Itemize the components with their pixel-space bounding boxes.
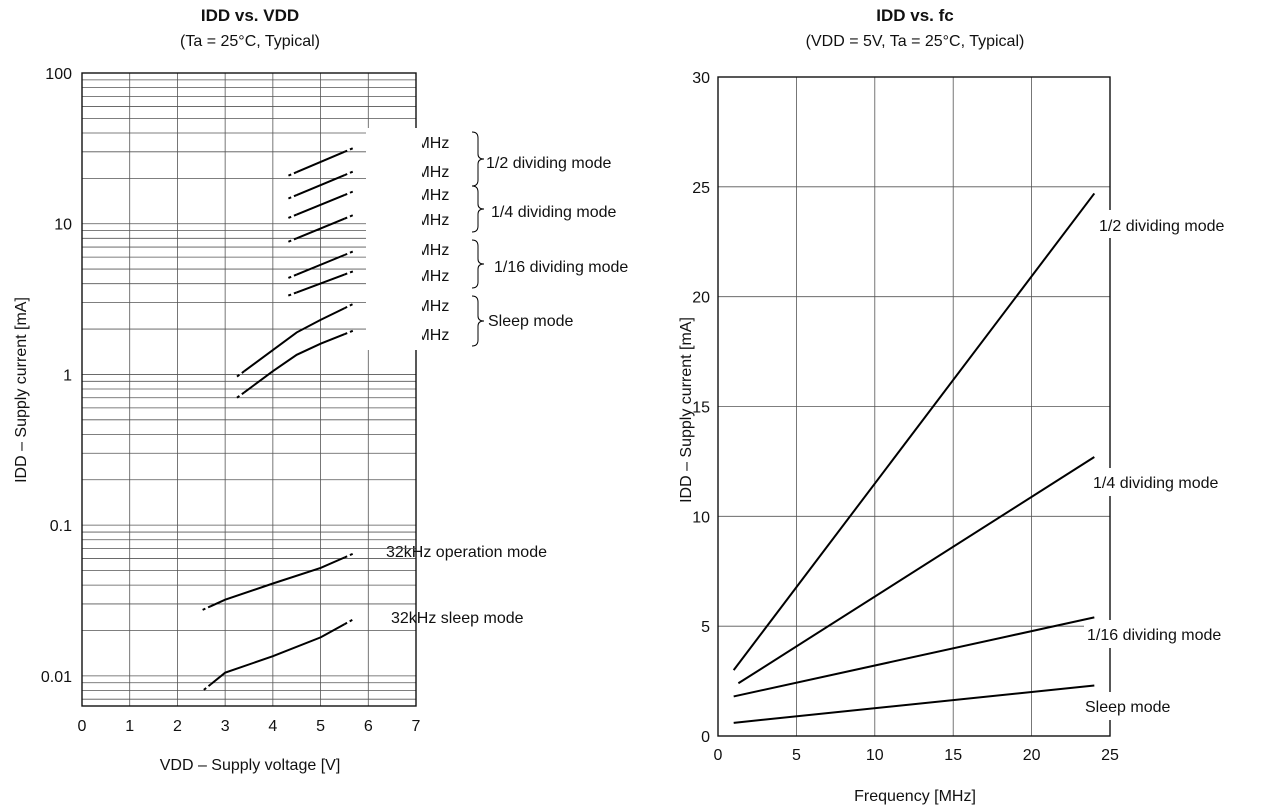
left-y-tick-label: 0.01 xyxy=(41,669,72,686)
left-series-extension xyxy=(235,370,245,378)
right-series-line xyxy=(733,616,1095,698)
right-chart-title: IDD vs. fc xyxy=(876,6,953,25)
right-x-tick-label: 25 xyxy=(1101,747,1119,764)
left-series-line xyxy=(296,174,345,196)
left-series-extension xyxy=(344,190,355,196)
left-x-tick-label: 1 xyxy=(125,718,134,735)
right-y-tick-label: 25 xyxy=(692,180,710,197)
right-label-band xyxy=(1090,468,1260,496)
right-series-line xyxy=(737,456,1095,685)
left-series-extension xyxy=(235,391,245,400)
right-y-axis-label: IDD – Supply current [mA] xyxy=(678,317,695,503)
left-series-line xyxy=(296,273,345,294)
right-x-tick-label: 0 xyxy=(714,747,723,764)
left-series-extension xyxy=(287,194,298,200)
left-series-line xyxy=(210,623,345,686)
left-x-tick-label: 6 xyxy=(364,718,373,735)
left-series-extension xyxy=(344,329,355,336)
right-series-line xyxy=(733,684,1095,724)
left-chart-subtitle: (Ta = 25°C, Typical) xyxy=(180,33,320,50)
left-y-tick-label: 1 xyxy=(63,367,72,384)
ann-quarter-mode: 1/4 dividing mode xyxy=(491,204,617,221)
right-y-tick-label: 5 xyxy=(701,619,710,636)
right-series-label: 1/4 dividing mode xyxy=(1093,475,1219,492)
right-label-band xyxy=(1096,210,1261,238)
left-series-line xyxy=(296,254,345,276)
ann-sleep-mode: Sleep mode xyxy=(488,313,573,330)
right-chart-subtitle: (VDD = 5V, Ta = 25°C, Typical) xyxy=(806,33,1025,50)
left-x-tick-label: 7 xyxy=(412,718,421,735)
right-plot-frame xyxy=(717,76,1111,737)
brace-quarter-dividing xyxy=(471,185,485,233)
left-x-axis-label: VDD – Supply voltage [V] xyxy=(160,757,341,774)
left-y-tick-label: 100 xyxy=(45,66,72,83)
left-series-extension xyxy=(202,683,212,692)
left-y-axis-label: IDD – Supply current [mA] xyxy=(13,297,30,483)
left-series-extension xyxy=(286,291,298,297)
left-label-band xyxy=(366,128,422,350)
left-y-tick-label: 0.1 xyxy=(50,518,72,535)
right-x-axis-label: Frequency [MHz] xyxy=(854,788,976,805)
right-series-label: 1/16 dividing mode xyxy=(1087,627,1221,644)
right-x-tick-label: 5 xyxy=(792,747,801,764)
right-label-band xyxy=(1084,620,1260,648)
right-x-tick-label: 20 xyxy=(1023,747,1041,764)
right-x-tick-label: 15 xyxy=(944,747,962,764)
brace-sixteenth-dividing xyxy=(471,239,485,289)
left-series-line xyxy=(243,307,345,373)
brace-sleep-mode xyxy=(471,295,485,347)
left-y-tick-label: 10 xyxy=(54,217,72,234)
right-x-tick-label: 10 xyxy=(866,747,884,764)
right-y-tick-label: 20 xyxy=(692,290,710,307)
left-series-extension xyxy=(344,213,355,220)
left-x-tick-label: 3 xyxy=(221,718,230,735)
left-series-line xyxy=(296,217,345,240)
left-x-tick-label: 4 xyxy=(268,718,277,735)
right-y-tick-label: 10 xyxy=(692,509,710,526)
left-series-extension xyxy=(287,237,298,244)
left-series-extension xyxy=(287,273,298,280)
right-y-tick-label: 15 xyxy=(692,400,710,417)
left-x-tick-label: 2 xyxy=(173,718,182,735)
left-series-extension xyxy=(287,171,298,177)
right-label-band xyxy=(1082,692,1194,720)
left-plot-frame xyxy=(81,72,417,707)
left-chart-title: IDD vs. VDD xyxy=(201,6,299,25)
left-series-extension xyxy=(344,146,355,153)
left-series-line xyxy=(296,194,345,216)
left-x-tick-label: 0 xyxy=(78,718,87,735)
left-series-extension xyxy=(287,213,298,220)
ann-half-mode: 1/2 dividing mode xyxy=(486,155,612,172)
left-series-extension xyxy=(344,552,354,559)
left-series-extension xyxy=(201,605,212,612)
left-series-line xyxy=(210,556,345,608)
left-series-extension xyxy=(344,250,355,256)
right-y-tick-label: 0 xyxy=(701,729,710,746)
ann-32khz-operation: 32kHz operation mode xyxy=(386,544,547,561)
left-series-line xyxy=(296,150,345,174)
left-series-extension xyxy=(343,302,354,310)
left-x-tick-label: 5 xyxy=(316,718,325,735)
right-series-label: Sleep mode xyxy=(1085,699,1170,716)
ann-32khz-sleep: 32kHz sleep mode xyxy=(391,610,524,627)
ann-sixteenth-mode: 1/16 dividing mode xyxy=(494,259,628,276)
right-y-tick-label: 30 xyxy=(692,70,710,87)
left-series-extension xyxy=(343,618,354,626)
right-series-label: 1/2 dividing mode xyxy=(1099,218,1225,235)
right-series-line xyxy=(732,192,1096,671)
left-series-extension xyxy=(344,270,355,276)
left-series-extension xyxy=(344,170,355,177)
left-series-line xyxy=(243,333,345,394)
brace-half-dividing xyxy=(471,131,485,187)
